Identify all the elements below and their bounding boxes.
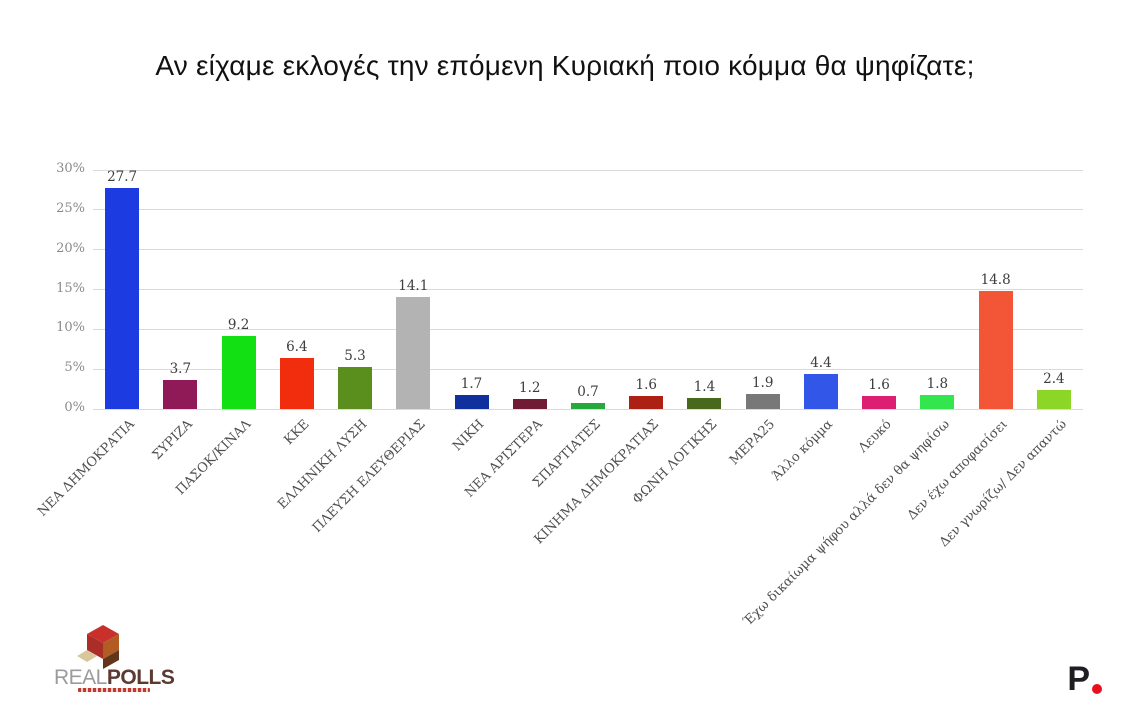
bar-value-ΝΙΚΗ: 1.7 <box>460 376 483 393</box>
bar-ΠΛΕΥΣΗ ΕΛΕΥΘΕΡΙΑΣ <box>396 296 431 409</box>
x-axis-label-ΝΕΑ ΔΗΜΟΚΡΑΤΙΑ: ΝΕΑ ΔΗΜΟΚΡΑΤΙΑ <box>35 417 138 520</box>
bar-value-ΝΕΑ ΑΡΙΣΤΕΡΑ: 1.2 <box>519 380 541 397</box>
y-axis-tick-0%: 0% <box>64 400 85 415</box>
bar-ΝΕΑ ΔΗΜΟΚΡΑΤΙΑ <box>105 188 140 409</box>
realpolls-tagline <box>78 688 150 692</box>
gridline-0% <box>93 408 1083 410</box>
bar-value-ΚΙΝΗΜΑ ΔΗΜΟΚΡΑΤΙΑΣ: 1.6 <box>635 377 657 394</box>
gridline-15% <box>93 289 1083 290</box>
bar-value-ΝΕΑ ΔΗΜΟΚΡΑΤΙΑ: 27.7 <box>107 169 138 186</box>
y-axis-tick-25%: 25% <box>56 200 85 216</box>
x-axis-label-ΚΙΝΗΜΑ ΔΗΜΟΚΡΑΤΙΑΣ: ΚΙΝΗΜΑ ΔΗΜΟΚΡΑΤΙΑΣ <box>531 417 662 548</box>
bar-value-Έχω δικαίωμα ψήφου αλλά δεν θα ψηφίσω: 1.8 <box>926 375 949 392</box>
x-axis-label-Δεν γνωρίζω/ Δεν απαντώ: Δεν γνωρίζω/ Δεν απαντώ <box>936 417 1070 551</box>
realpolls-logo: REALPOLLS <box>52 624 175 700</box>
realpolls-cube-icon <box>77 625 119 669</box>
bar-value-ΕΛΛΗΝΙΚΗ ΛΥΣΗ: 5.3 <box>344 347 366 364</box>
x-axis-label-Άλλο κόμμα: Άλλο κόμμα <box>769 417 837 484</box>
x-axis-label-ΝΙΚΗ: ΝΙΚΗ <box>449 417 488 455</box>
bar-Έχω δικαίωμα ψήφου αλλά δεν θα ψηφίσω <box>920 394 955 409</box>
bar-Άλλο κόμμα <box>803 373 838 409</box>
x-axis-label-ΣΥΡΙΖΑ: ΣΥΡΙΖΑ <box>149 417 196 464</box>
y-axis-tick-5%: 5% <box>64 360 85 376</box>
gridline-20% <box>93 249 1083 251</box>
y-axis-tick-15%: 15% <box>56 280 85 296</box>
bar-ΜΕΡΑ25 <box>745 393 780 409</box>
x-axis-label-Έχω δικαίωμα ψήφου αλλά δεν θα ψηφίσω: Έχω δικαίωμα ψήφου αλλά δεν θα ψηφίσω <box>740 417 954 630</box>
bar-ΣΥΡΙΖΑ <box>163 379 198 409</box>
x-axis-label-Λευκό: Λευκό <box>855 417 895 456</box>
x-axis-label-ΠΛΕΥΣΗ ΕΛΕΥΘΕΡΙΑΣ: ΠΛΕΥΣΗ ΕΛΕΥΘΕΡΙΑΣ <box>310 417 429 536</box>
bar-Δεν γνωρίζω/ Δεν απαντώ <box>1036 389 1071 409</box>
p-logo-letter: P <box>1067 660 1090 698</box>
bar-value-ΣΠΑΡΤΙΑΤΕΣ: 0.7 <box>577 384 599 401</box>
bar-ΠΑΣΟΚ/ΚΙΝΑΛ <box>221 335 256 409</box>
gridline-25% <box>93 209 1083 211</box>
realpolls-wordmark-polls: POLLS <box>106 666 175 689</box>
y-axis-tick-30%: 30% <box>56 161 85 176</box>
bar-value-ΦΩΝΗ ΛΟΓΙΚΗΣ: 1.4 <box>693 378 716 395</box>
realpolls-wordmark-real: REAL <box>54 666 107 689</box>
gridline-30% <box>93 169 1083 171</box>
bar-ΣΠΑΡΤΙΑΤΕΣ <box>571 403 605 409</box>
bar-ΦΩΝΗ ΛΟΓΙΚΗΣ <box>687 397 722 409</box>
bar-value-Δεν γνωρίζω/ Δεν απαντώ: 2.4 <box>1043 370 1065 387</box>
bar-value-Άλλο κόμμα: 4.4 <box>810 354 832 371</box>
x-axis-label-Δεν έχω αποφασίσει: Δεν έχω αποφασίσει <box>905 417 1012 524</box>
bar-ΚΚΕ <box>279 358 314 409</box>
gridline-5% <box>93 368 1083 370</box>
bar-ΝΙΚΗ <box>454 395 489 409</box>
realpolls-wordmark: REALPOLLS <box>54 666 175 690</box>
bar-Λευκό <box>862 396 897 409</box>
gridline-10% <box>93 328 1083 330</box>
bar-value-ΚΚΕ: 6.4 <box>286 339 308 355</box>
bar-value-ΣΥΡΙΖΑ: 3.7 <box>169 360 192 377</box>
y-axis-tick-10%: 10% <box>56 320 85 336</box>
bar-ΚΙΝΗΜΑ ΔΗΜΟΚΡΑΤΙΑΣ <box>629 396 664 409</box>
bar-Δεν έχω αποφασίσει <box>978 291 1013 409</box>
chart-title: Αν είχαμε εκλογές την επόμενη Κυριακή πο… <box>155 50 975 81</box>
bar-ΝΕΑ ΑΡΙΣΤΕΡΑ <box>512 399 547 409</box>
bar-value-ΠΑΣΟΚ/ΚΙΝΑΛ: 9.2 <box>227 316 250 333</box>
bar-value-Λευκό: 1.6 <box>868 377 890 394</box>
bar-value-ΠΛΕΥΣΗ ΕΛΕΥΘΕΡΙΑΣ: 14.1 <box>398 277 429 294</box>
bar-value-ΜΕΡΑ25: 1.9 <box>751 374 774 391</box>
y-axis-tick-20%: 20% <box>56 240 85 256</box>
p-logo: P <box>1067 662 1102 696</box>
p-logo-red-dot-icon <box>1092 684 1102 694</box>
x-axis-label-ΜΕΡΑ25: ΜΕΡΑ25 <box>727 417 779 469</box>
bar-value-Δεν έχω αποφασίσει: 14.8 <box>980 272 1011 289</box>
bar-ΕΛΛΗΝΙΚΗ ΛΥΣΗ <box>338 366 373 409</box>
x-axis-label-ΚΚΕ: ΚΚΕ <box>281 417 313 449</box>
